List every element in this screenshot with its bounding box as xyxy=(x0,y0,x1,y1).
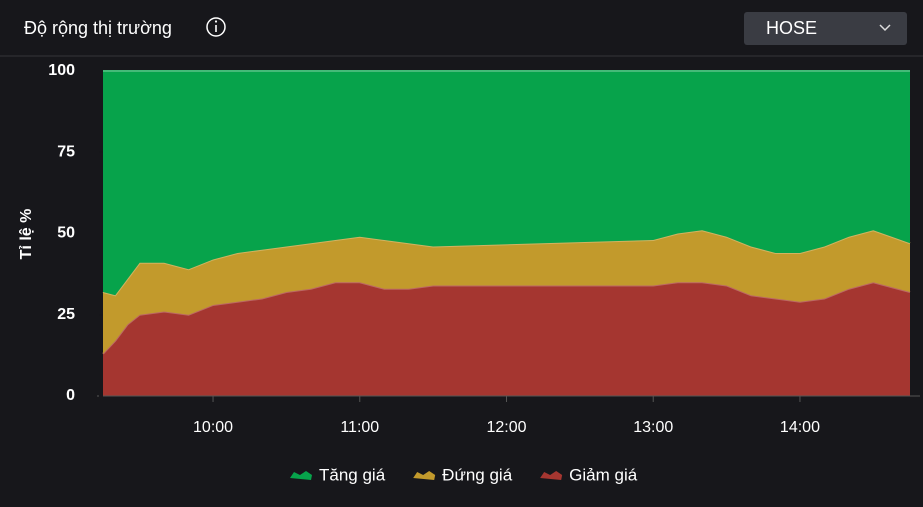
dropdown-value: HOSE xyxy=(766,18,817,38)
area-fill xyxy=(103,230,910,354)
y-axis-label: Tỉ lệ % xyxy=(18,209,35,260)
legend-icon xyxy=(540,471,563,480)
y-tick-label: 50 xyxy=(57,225,75,242)
y-tick-label: 25 xyxy=(57,306,75,323)
x-tick-label: 13:00 xyxy=(633,419,673,436)
widget-title: Độ rộng thị trường xyxy=(24,18,172,38)
x-tick-label: 11:00 xyxy=(340,419,379,436)
legend-item: Tăng giá xyxy=(290,465,386,484)
legend-label: Tăng giá xyxy=(319,465,386,484)
x-tick-label: 10:00 xyxy=(193,419,233,436)
area-fill xyxy=(103,282,910,396)
info-icon[interactable] xyxy=(206,17,226,37)
legend-item: Đứng giá xyxy=(413,465,513,484)
legend-icon xyxy=(413,471,436,480)
y-tick-label: 75 xyxy=(57,143,75,160)
x-tick-label: 14:00 xyxy=(780,419,820,436)
x-tick-label: 12:00 xyxy=(486,419,526,436)
legend-label: Đứng giá xyxy=(442,465,513,484)
legend-label: Giảm giá xyxy=(569,465,638,484)
y-tick-label: 100 xyxy=(48,62,75,79)
legend-icon xyxy=(290,471,312,480)
exchange-dropdown[interactable]: HOSE xyxy=(744,12,907,45)
y-tick-label: 0 xyxy=(66,387,75,404)
legend-item: Giảm giá xyxy=(540,465,638,484)
area-fill xyxy=(103,71,910,296)
